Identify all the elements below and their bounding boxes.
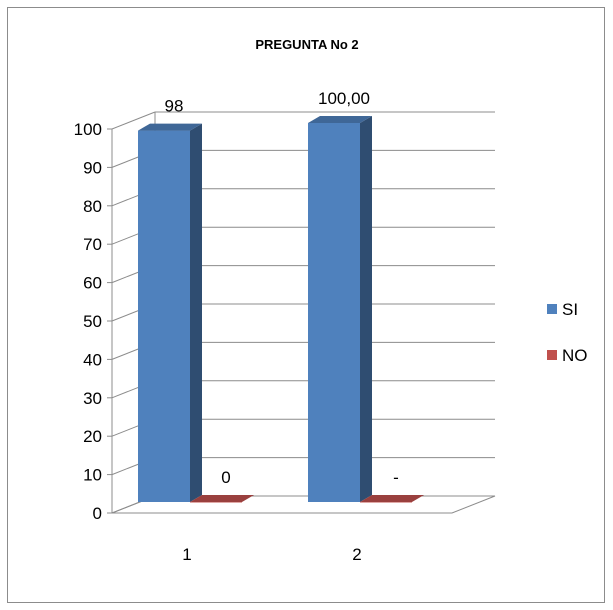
y-tick-label: 20	[83, 427, 102, 446]
y-tick-label: 60	[83, 274, 102, 293]
y-tick-label: 40	[83, 350, 102, 369]
chart-title: PREGUNTA No 2	[255, 37, 358, 52]
bar-side-face	[190, 123, 202, 503]
y-tick-label: 80	[83, 197, 102, 216]
bar-no-2	[360, 495, 424, 503]
x-tick-label: 1	[182, 545, 191, 564]
data-label-no-1: 0	[221, 468, 230, 487]
bar-front-face	[190, 502, 242, 503]
legend-label-si: SI	[562, 300, 578, 319]
legend: SI NO	[547, 300, 588, 365]
legend-label-no: NO	[562, 346, 588, 365]
legend-swatch-si	[547, 304, 557, 314]
bar-front-face	[308, 122, 360, 502]
data-labels: 98 0 100,00 -	[165, 89, 399, 487]
data-label-si-2: 100,00	[318, 89, 370, 108]
bar-side-face	[360, 115, 372, 502]
y-tick-label: 100	[74, 120, 102, 139]
bar-top-face	[190, 495, 254, 502]
bar-no-1	[190, 495, 254, 503]
bar-front-face	[360, 502, 412, 503]
data-label-si-1: 98	[165, 97, 184, 116]
legend-swatch-no	[547, 350, 557, 360]
bar-si-1	[138, 123, 202, 503]
gridline-side	[111, 111, 156, 130]
bar-si-2	[308, 115, 372, 502]
bar-top-face	[308, 115, 372, 123]
bar-top-face	[360, 495, 424, 502]
x-tick-label: 2	[352, 545, 361, 564]
bar-front-face	[138, 130, 190, 503]
bar-top-face	[138, 123, 202, 131]
y-tick-label: 30	[83, 389, 102, 408]
data-label-no-2: -	[393, 468, 399, 487]
y-tick-label: 70	[83, 235, 102, 254]
y-tick-label: 10	[83, 466, 102, 485]
y-axis-tick-labels: 0 10 20 30 40 50 60 70 80 90 100	[74, 120, 102, 523]
y-tick-label: 0	[93, 504, 102, 523]
y-tick-label: 50	[83, 312, 102, 331]
bars	[138, 115, 424, 503]
y-tick-label: 90	[83, 158, 102, 177]
